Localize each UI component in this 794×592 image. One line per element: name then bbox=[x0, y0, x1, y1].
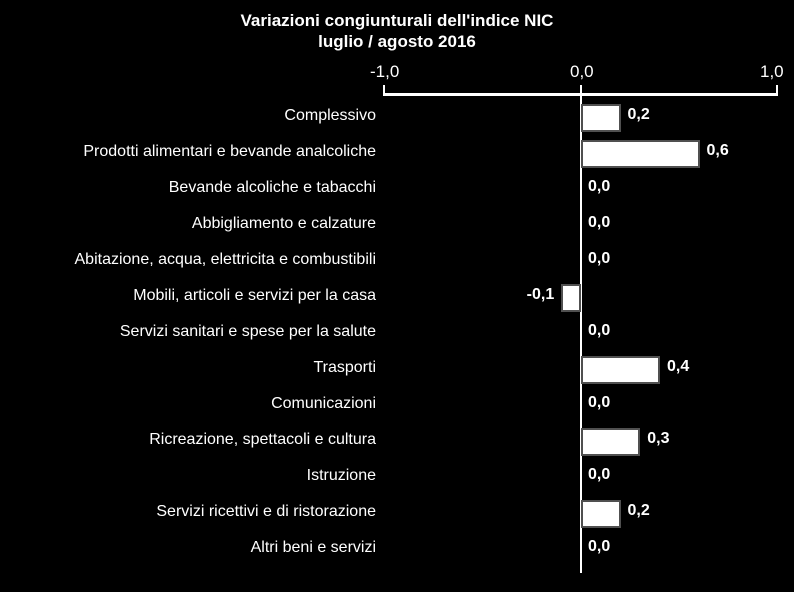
bar bbox=[561, 284, 581, 312]
category-label: Prodotti alimentari e bevande analcolich… bbox=[83, 143, 376, 161]
chart-title-line2: luglio / agosto 2016 bbox=[0, 31, 794, 52]
value-label: 0,0 bbox=[588, 538, 610, 556]
chart-title-block: Variazioni congiunturali dell'indice NIC… bbox=[0, 10, 794, 53]
chart-title-line1: Variazioni congiunturali dell'indice NIC bbox=[0, 10, 794, 31]
chart-row: Altri beni e servizi 0,0 bbox=[0, 536, 794, 572]
chart-row: Servizi sanitari e spese per la salute 0,… bbox=[0, 320, 794, 356]
value-label: 0,3 bbox=[647, 430, 669, 448]
category-label: Abitazione, acqua, elettricita e combust… bbox=[75, 251, 377, 269]
value-label: -0,1 bbox=[527, 286, 555, 304]
chart-row: Comunicazioni 0,0 bbox=[0, 392, 794, 428]
value-label: 0,4 bbox=[667, 358, 689, 376]
value-label: 0,0 bbox=[588, 466, 610, 484]
chart-row: Servizi ricettivi e di ristorazione 0,2 bbox=[0, 500, 794, 536]
axis-label-zero: 0,0 bbox=[570, 62, 594, 82]
bar bbox=[581, 104, 621, 132]
value-label: 0,6 bbox=[707, 142, 729, 160]
chart-row: Istruzione 0,0 bbox=[0, 464, 794, 500]
chart-row: Abitazione, acqua, elettricita e combust… bbox=[0, 248, 794, 284]
chart-row: Trasporti 0,4 bbox=[0, 356, 794, 392]
bar bbox=[581, 356, 660, 384]
chart-row: Abbigliamento e calzature 0,0 bbox=[0, 212, 794, 248]
category-label: Ricreazione, spettacoli e cultura bbox=[149, 431, 376, 449]
category-label: Bevande alcoliche e tabacchi bbox=[169, 179, 376, 197]
category-label: Istruzione bbox=[307, 467, 376, 485]
value-label: 0,0 bbox=[588, 250, 610, 268]
bar bbox=[581, 428, 640, 456]
axis-label-max: 1,0 bbox=[760, 62, 784, 82]
value-label: 0,0 bbox=[588, 322, 610, 340]
value-label: 0,0 bbox=[588, 394, 610, 412]
bar bbox=[581, 500, 621, 528]
nic-chart: Variazioni congiunturali dell'indice NIC… bbox=[0, 0, 794, 592]
category-label: Servizi ricettivi e di ristorazione bbox=[156, 503, 376, 521]
category-label: Comunicazioni bbox=[271, 395, 376, 413]
chart-row: Ricreazione, spettacoli e cultura 0,3 bbox=[0, 428, 794, 464]
chart-row: Prodotti alimentari e bevande analcolich… bbox=[0, 140, 794, 176]
chart-row: Mobili, articoli e servizi per la casa -0… bbox=[0, 284, 794, 320]
chart-row: Complessivo 0,2 bbox=[0, 104, 794, 140]
category-label: Trasporti bbox=[313, 359, 376, 377]
category-label: Altri beni e servizi bbox=[251, 539, 376, 557]
axis-label-min: -1,0 bbox=[370, 62, 399, 82]
category-label: Mobili, articoli e servizi per la casa bbox=[133, 287, 376, 305]
category-label: Servizi sanitari e spese per la salute bbox=[120, 323, 376, 341]
value-label: 0,0 bbox=[588, 178, 610, 196]
chart-row: Bevande alcoliche e tabacchi 0,0 bbox=[0, 176, 794, 212]
bar bbox=[581, 140, 700, 168]
value-label: 0,2 bbox=[628, 106, 650, 124]
value-label: 0,0 bbox=[588, 214, 610, 232]
category-label: Abbigliamento e calzature bbox=[192, 215, 376, 233]
tick-max bbox=[776, 85, 778, 94]
value-label: 0,2 bbox=[628, 502, 650, 520]
tick-min bbox=[383, 85, 385, 94]
category-label: Complessivo bbox=[284, 107, 376, 125]
